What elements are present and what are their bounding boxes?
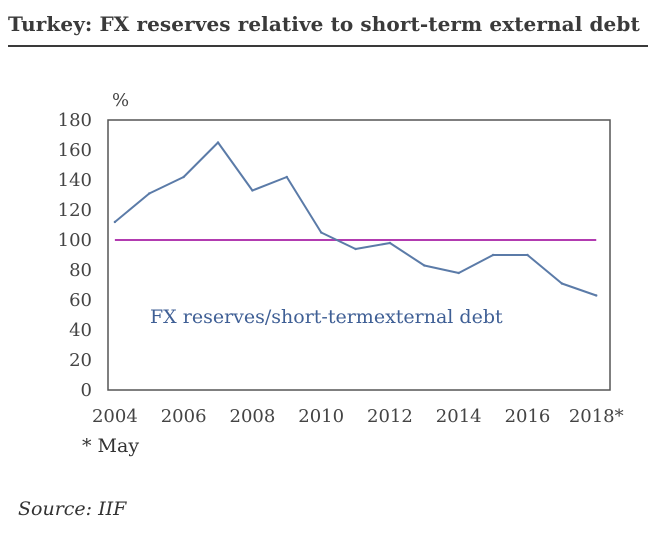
footnote: * May xyxy=(82,435,140,457)
y-tick-label: 120 xyxy=(58,200,92,221)
y-tick-label: 100 xyxy=(58,230,92,251)
x-tick-label: 2018* xyxy=(569,406,624,427)
y-tick-label: 80 xyxy=(69,260,92,281)
data-point xyxy=(491,253,495,257)
data-point xyxy=(526,253,529,257)
data-point xyxy=(388,241,392,245)
x-tick-label: 2004 xyxy=(92,406,138,427)
data-point xyxy=(595,294,598,297)
y-tick-label: 40 xyxy=(69,320,92,341)
x-tick-label: 2008 xyxy=(230,406,276,427)
data-point xyxy=(319,231,323,234)
data-point xyxy=(457,271,460,275)
x-tick-label: 2012 xyxy=(367,406,413,427)
data-point xyxy=(285,175,288,179)
y-tick-label: 180 xyxy=(58,110,92,131)
x-tick-label: 2014 xyxy=(436,406,482,427)
data-point xyxy=(354,247,357,251)
data-point xyxy=(148,192,151,195)
series-line xyxy=(114,141,597,297)
series-label: FX reserves/short-termexternal debt xyxy=(150,306,503,328)
data-point xyxy=(216,141,220,144)
title-underline xyxy=(8,45,648,47)
y-tick-label: 140 xyxy=(58,170,92,191)
data-point xyxy=(182,175,185,179)
y-tick-label: 160 xyxy=(58,140,92,161)
data-point xyxy=(251,189,254,192)
source-note: Source: IIF xyxy=(18,498,127,520)
x-tick-label: 2010 xyxy=(298,406,344,427)
x-tick-label: 2016 xyxy=(505,406,551,427)
x-tick-label: 2006 xyxy=(161,406,207,427)
chart-title: Turkey: FX reserves relative to short-te… xyxy=(8,12,640,36)
data-point xyxy=(113,220,117,224)
plot-frame xyxy=(107,119,611,391)
data-point xyxy=(560,282,564,285)
data-point xyxy=(423,264,426,267)
y-tick-label: 60 xyxy=(69,290,92,311)
y-axis-label: % xyxy=(112,90,129,111)
y-tick-label: 20 xyxy=(69,350,92,371)
y-tick-label: 0 xyxy=(81,380,92,401)
